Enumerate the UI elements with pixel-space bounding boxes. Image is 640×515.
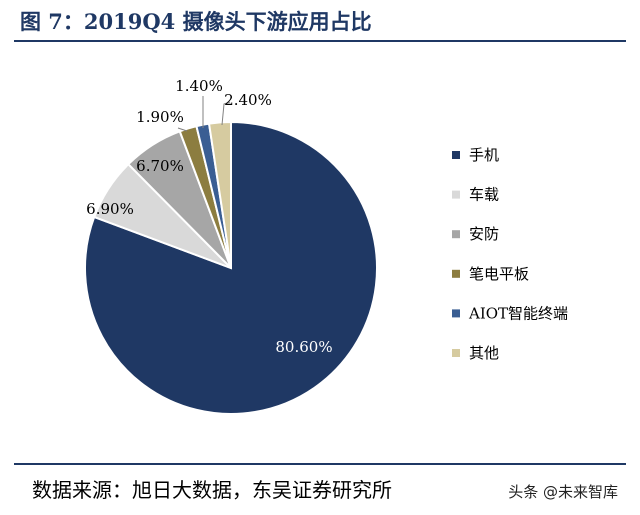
pie-chart: 80.60% 6.90% 6.70% 1.90% 1.40%2.40% 手机车载安防笔电…: [84, 77, 568, 415]
legend-swatch-other: [452, 349, 460, 357]
legend-swatch-security: [452, 230, 460, 239]
data-label-laptop-tablet: 1.90%: [136, 108, 184, 126]
leader-line-laptop-tablet: [177, 127, 188, 132]
legend-swatch-laptop-tablet: [452, 269, 460, 278]
pie-slices: [84, 120, 378, 415]
legend-label-other: 其他: [469, 344, 499, 362]
data-labels: 80.60% 6.90% 6.70% 1.90% 1.40%2.40%: [86, 77, 332, 356]
legend-label-laptop-tablet: 笔电平板: [469, 265, 529, 283]
pie-slice-other: [207, 120, 232, 269]
data-label-aiot-terminal: 1.40%: [175, 77, 223, 95]
legend-swatch-vehicle: [452, 190, 460, 199]
legend-swatch-aiot-terminal: [452, 309, 460, 318]
bottom-rule: [14, 463, 626, 465]
watermark: 头条 @未来智库: [508, 483, 618, 501]
legend-label-phone: 手机: [469, 146, 499, 164]
leader-lines: [177, 96, 231, 132]
figure-title: 图 7：2019Q4 摄像头下游应用占比: [20, 9, 372, 34]
top-rule: [14, 40, 626, 42]
leader-line-other: [221, 101, 231, 126]
data-label-vehicle: 6.90%: [86, 200, 134, 218]
source-note: 数据来源：旭日大数据，东吴证券研究所: [32, 478, 392, 502]
legend-swatch-phone: [452, 151, 460, 159]
data-label-phone: 80.60%: [275, 338, 332, 356]
legend-label-vehicle: 车载: [469, 186, 499, 204]
data-label-security: 6.70%: [136, 157, 184, 175]
data-label-other: 2.40%: [224, 91, 272, 109]
legend-label-aiot-terminal: AIOT智能终端: [468, 304, 568, 322]
legend-label-security: 安防: [469, 225, 499, 243]
